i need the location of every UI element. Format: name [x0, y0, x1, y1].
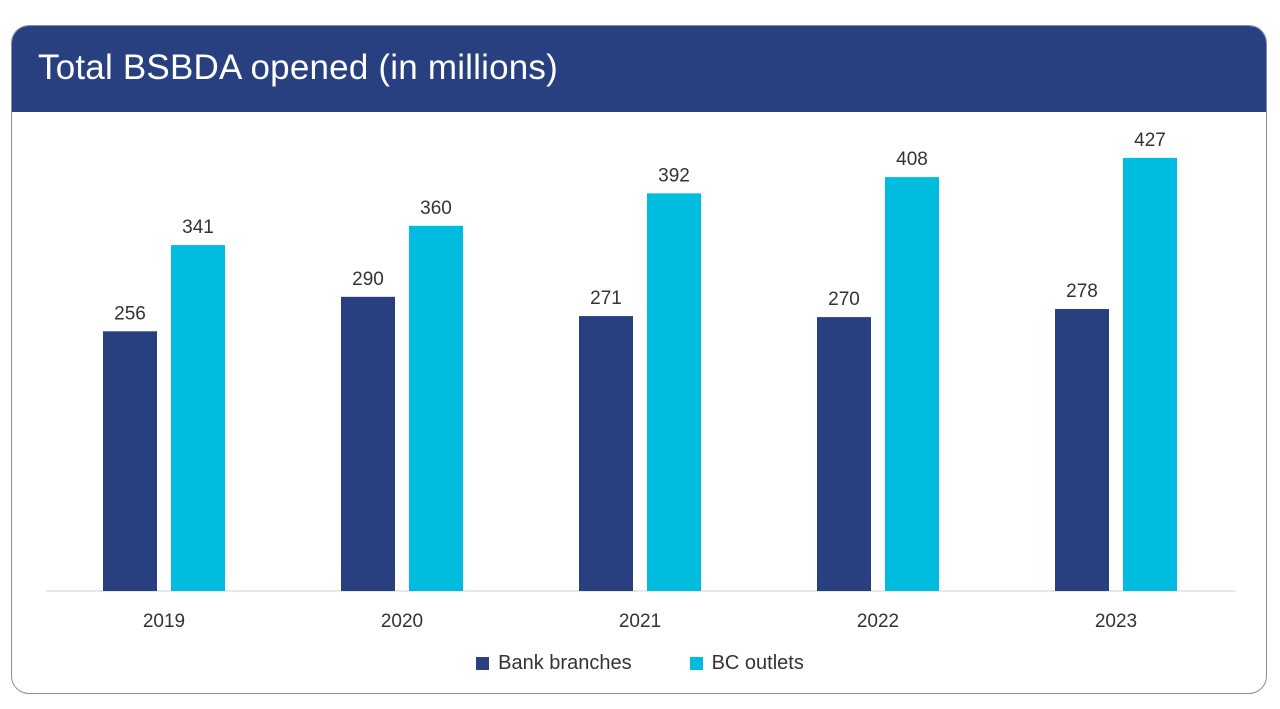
bar-bank-branches-2021	[579, 316, 633, 591]
bar-bank-branches-2023	[1055, 308, 1109, 591]
legend-label-bc-outlets: BC outlets	[711, 652, 804, 674]
data-label-bc-outlets-2021: 392	[658, 165, 690, 186]
bar-bc-outlets-2023	[1123, 157, 1177, 592]
x-tick-label-2020: 2020	[381, 611, 423, 632]
card-header: Total BSBDA opened (in millions)	[12, 26, 1266, 112]
chart-legend: Bank branches BC outlets	[0, 652, 1280, 675]
data-label-bank-branches-2022: 270	[828, 289, 860, 310]
legend-swatch-bank-branches	[476, 657, 490, 670]
bar-bc-outlets-2021	[647, 193, 701, 591]
legend-swatch-bc-outlets	[689, 657, 703, 670]
data-label-bc-outlets-2022: 408	[896, 149, 928, 170]
x-tick-labels: 2019 2020 2021 2022 2023	[143, 611, 1137, 632]
x-tick-label-2023: 2023	[1095, 611, 1137, 632]
data-label-bank-branches-2023: 278	[1066, 281, 1098, 302]
legend-label-bank-branches: Bank branches	[498, 652, 632, 674]
chart-title: Total BSBDA opened (in millions)	[38, 48, 558, 87]
bar-bc-outlets-2020	[409, 225, 463, 591]
x-tick-label-2021: 2021	[619, 611, 661, 632]
data-label-bank-branches-2021: 271	[590, 288, 622, 309]
legend-item-bc-outlets: BC outlets	[689, 652, 804, 675]
bar-bc-outlets-2019	[171, 245, 225, 591]
bar-bank-branches-2019	[103, 331, 157, 591]
bar-bank-branches-2022	[817, 317, 871, 591]
data-label-bank-branches-2020: 290	[352, 269, 384, 290]
data-label-bc-outlets-2023: 427	[1134, 130, 1166, 151]
data-label-bank-branches-2019: 256	[114, 303, 146, 324]
bar-bank-branches-2020	[341, 296, 395, 591]
bars-layer	[103, 157, 1177, 592]
data-label-bc-outlets-2019: 341	[182, 217, 214, 238]
legend-item-bank-branches: Bank branches	[476, 652, 632, 675]
data-label-bc-outlets-2020: 360	[420, 198, 452, 219]
x-tick-label-2022: 2022	[857, 611, 899, 632]
labels-layer: 256 341 290 360 271 392 270 408 278 427	[114, 130, 1166, 324]
x-tick-label-2019: 2019	[143, 611, 185, 632]
bar-bc-outlets-2022	[885, 177, 939, 592]
